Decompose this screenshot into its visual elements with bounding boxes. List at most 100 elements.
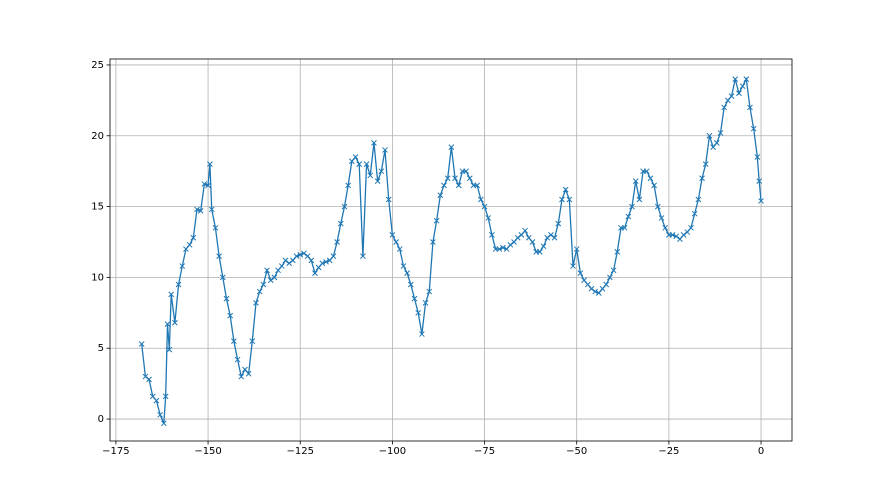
- marker: [278, 263, 285, 269]
- marker: [216, 253, 222, 260]
- marker: [389, 232, 396, 238]
- marker: [407, 281, 414, 288]
- marker: [164, 321, 171, 328]
- marker: [706, 132, 713, 139]
- marker: [256, 288, 263, 295]
- marker: [223, 295, 230, 302]
- marker: [345, 182, 352, 189]
- marker: [721, 104, 728, 111]
- marker: [293, 253, 300, 260]
- marker: [352, 154, 359, 160]
- x-tick-label: −75: [474, 446, 495, 457]
- marker: [179, 263, 186, 269]
- marker: [691, 210, 698, 217]
- marker: [374, 178, 381, 184]
- marker: [201, 181, 208, 187]
- x-tick-label: −100: [379, 446, 406, 457]
- marker: [500, 244, 506, 251]
- marker: [142, 373, 149, 380]
- marker: [197, 207, 204, 214]
- marker: [260, 281, 267, 288]
- y-tick-label: 25: [91, 60, 104, 71]
- marker: [669, 232, 676, 238]
- y-tick-label: 10: [91, 272, 104, 283]
- marker: [378, 168, 385, 175]
- marker: [205, 182, 211, 189]
- marker: [360, 253, 366, 260]
- marker: [699, 175, 705, 182]
- marker: [603, 281, 610, 288]
- marker: [754, 154, 761, 160]
- x-tick-label: −25: [658, 446, 679, 457]
- marker: [522, 227, 528, 234]
- marker: [190, 234, 197, 241]
- marker: [566, 196, 573, 203]
- marker: [466, 175, 473, 182]
- marker: [463, 168, 469, 175]
- marker: [146, 376, 152, 383]
- marker: [162, 393, 169, 400]
- marker: [297, 251, 304, 258]
- marker: [529, 239, 536, 245]
- marker: [747, 104, 753, 111]
- marker: [562, 186, 569, 193]
- y-tick-label: 20: [91, 131, 104, 142]
- x-tick-label: −150: [194, 446, 221, 457]
- marker: [610, 267, 617, 274]
- marker: [573, 246, 580, 252]
- marker: [632, 178, 639, 184]
- marker: [238, 373, 245, 380]
- marker: [448, 144, 455, 150]
- marker: [422, 300, 429, 306]
- marker: [160, 420, 167, 427]
- marker: [651, 182, 657, 189]
- marker: [559, 196, 565, 203]
- marker: [662, 224, 669, 231]
- marker: [282, 257, 289, 264]
- marker: [419, 331, 425, 337]
- marker: [138, 341, 145, 347]
- marker: [437, 192, 444, 199]
- marker: [234, 356, 241, 363]
- marker: [393, 239, 399, 245]
- marker: [496, 246, 503, 252]
- marker: [231, 338, 237, 344]
- marker: [186, 241, 193, 248]
- y-tick-label: 5: [98, 343, 104, 354]
- marker: [385, 196, 392, 203]
- marker: [654, 203, 661, 210]
- marker: [308, 257, 315, 264]
- marker: [411, 295, 418, 302]
- marker: [636, 196, 643, 203]
- marker: [172, 319, 178, 326]
- marker: [153, 397, 160, 404]
- marker: [551, 234, 558, 241]
- marker: [743, 76, 750, 82]
- marker: [507, 241, 514, 248]
- marker: [207, 161, 213, 167]
- marker: [330, 253, 337, 260]
- marker: [441, 182, 447, 189]
- marker: [334, 239, 340, 245]
- marker: [739, 83, 746, 90]
- marker: [688, 224, 694, 231]
- marker: [396, 246, 403, 252]
- marker: [444, 175, 451, 182]
- marker: [625, 213, 632, 220]
- marker: [426, 288, 433, 295]
- marker: [271, 274, 278, 281]
- marker: [607, 274, 613, 281]
- marker: [514, 234, 521, 241]
- marker: [555, 220, 562, 227]
- x-tick-label: −50: [566, 446, 587, 457]
- marker: [168, 291, 175, 298]
- x-tick-label: −175: [102, 446, 129, 457]
- marker: [371, 139, 377, 146]
- y-tick-label: 15: [91, 202, 104, 213]
- marker: [695, 196, 702, 203]
- marker: [732, 76, 739, 82]
- marker: [323, 258, 329, 265]
- marker: [592, 288, 598, 295]
